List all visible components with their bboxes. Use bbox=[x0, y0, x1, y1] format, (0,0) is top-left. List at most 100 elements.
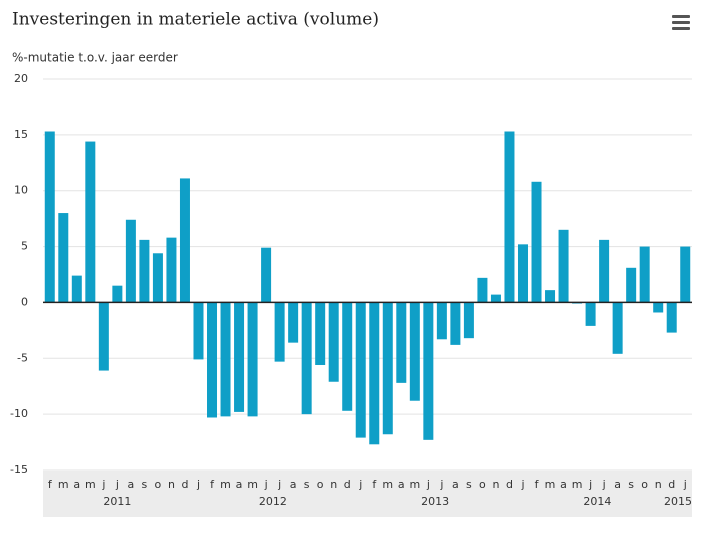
x-tick-label: o bbox=[155, 478, 162, 491]
x-tick-label: j bbox=[588, 478, 592, 491]
y-tick-label: 20 bbox=[14, 72, 28, 85]
x-tick-label: a bbox=[614, 478, 621, 491]
x-tick-label: n bbox=[330, 478, 337, 491]
x-tick-label: d bbox=[668, 478, 675, 491]
chart-subtitle: %-mutatie t.o.v. jaar eerder bbox=[12, 51, 178, 65]
bar bbox=[639, 246, 650, 303]
bar bbox=[355, 302, 366, 438]
bar bbox=[369, 302, 380, 445]
bar bbox=[680, 246, 691, 303]
x-group-label: 2015 bbox=[664, 495, 692, 508]
x-tick-label: j bbox=[520, 478, 524, 491]
bar bbox=[139, 239, 150, 303]
x-tick-label: o bbox=[479, 478, 486, 491]
bar bbox=[545, 290, 556, 303]
y-tick-label: -15 bbox=[10, 463, 28, 476]
x-tick-label: j bbox=[439, 478, 443, 491]
x-group-label: 2011 bbox=[103, 495, 131, 508]
bar bbox=[653, 302, 664, 313]
x-tick-label: f bbox=[210, 478, 215, 491]
bar bbox=[490, 294, 501, 303]
y-tick-label: 10 bbox=[14, 184, 28, 197]
bar bbox=[58, 213, 69, 303]
bar bbox=[98, 302, 109, 371]
x-tick-label: n bbox=[168, 478, 175, 491]
y-tick-label: -5 bbox=[17, 351, 28, 364]
bar bbox=[220, 302, 231, 417]
chart-title: Investeringen in materiele activa (volum… bbox=[12, 10, 379, 30]
bar bbox=[409, 302, 420, 401]
x-tick-label: a bbox=[560, 478, 567, 491]
x-tick-label: j bbox=[426, 478, 430, 491]
menu-button[interactable] bbox=[672, 15, 690, 30]
y-tick-label: -10 bbox=[10, 407, 28, 420]
x-tick-label: m bbox=[85, 478, 96, 491]
bar bbox=[315, 302, 326, 365]
x-tick-label: j bbox=[277, 478, 281, 491]
x-tick-label: f bbox=[48, 478, 53, 491]
bar bbox=[517, 244, 528, 303]
bar bbox=[85, 141, 96, 303]
x-tick-label: d bbox=[506, 478, 513, 491]
x-tick-label: d bbox=[181, 478, 188, 491]
bar bbox=[585, 302, 596, 326]
x-tick-label: a bbox=[236, 478, 243, 491]
x-tick-label: f bbox=[372, 478, 377, 491]
bar bbox=[558, 229, 569, 303]
bar bbox=[382, 302, 393, 435]
x-tick-label: j bbox=[115, 478, 119, 491]
bar bbox=[288, 302, 299, 343]
x-tick-label: o bbox=[317, 478, 324, 491]
x-tick-label: j bbox=[358, 478, 362, 491]
bar bbox=[44, 131, 55, 303]
bar bbox=[342, 302, 353, 411]
bar bbox=[234, 302, 245, 412]
bar bbox=[274, 302, 285, 362]
x-tick-label: s bbox=[466, 478, 472, 491]
bar bbox=[599, 239, 610, 303]
x-tick-label: m bbox=[572, 478, 583, 491]
bar bbox=[463, 302, 474, 339]
bar bbox=[626, 267, 637, 303]
x-tick-label: n bbox=[655, 478, 662, 491]
x-tick-label: o bbox=[641, 478, 648, 491]
x-group-label: 2013 bbox=[421, 495, 449, 508]
bar bbox=[125, 219, 136, 303]
y-tick-label: 5 bbox=[21, 240, 28, 253]
bar bbox=[301, 302, 312, 415]
bar bbox=[396, 302, 407, 383]
bar bbox=[179, 178, 190, 303]
x-tick-label: m bbox=[58, 478, 69, 491]
x-tick-label: j bbox=[264, 478, 268, 491]
x-tick-label: s bbox=[628, 478, 634, 491]
bar bbox=[166, 237, 177, 303]
bar bbox=[423, 302, 434, 440]
x-tick-label: a bbox=[128, 478, 135, 491]
x-tick-label: m bbox=[220, 478, 231, 491]
bar bbox=[207, 302, 218, 418]
x-group-label: 2014 bbox=[583, 495, 611, 508]
x-tick-label: a bbox=[290, 478, 297, 491]
bar bbox=[152, 253, 163, 303]
x-tick-label: m bbox=[247, 478, 258, 491]
x-axis-band bbox=[43, 471, 692, 517]
bar bbox=[450, 302, 461, 345]
bar bbox=[193, 302, 204, 360]
bar bbox=[531, 181, 542, 303]
x-tick-label: j bbox=[101, 478, 105, 491]
bar bbox=[504, 131, 515, 303]
bar bbox=[477, 277, 488, 303]
x-tick-label: j bbox=[602, 478, 606, 491]
x-tick-label: a bbox=[73, 478, 80, 491]
bar bbox=[71, 275, 82, 303]
x-tick-label: j bbox=[683, 478, 687, 491]
bar bbox=[328, 302, 339, 382]
x-tick-label: n bbox=[492, 478, 499, 491]
menu-bar bbox=[672, 21, 690, 24]
x-tick-label: j bbox=[196, 478, 200, 491]
x-tick-label: a bbox=[398, 478, 405, 491]
x-tick-label: a bbox=[452, 478, 459, 491]
bar bbox=[436, 302, 447, 340]
x-tick-label: s bbox=[142, 478, 148, 491]
